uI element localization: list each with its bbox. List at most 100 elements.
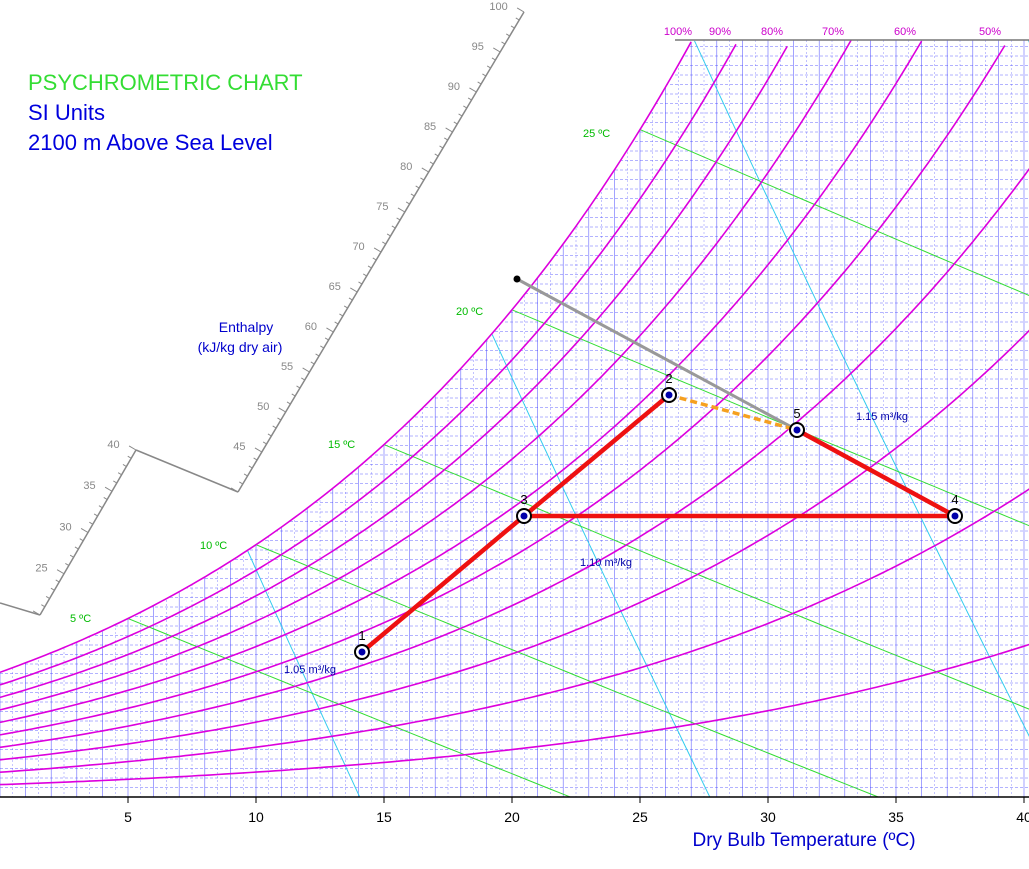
enthalpy-tick — [363, 273, 367, 277]
enthalpy-tick-label: 55 — [281, 361, 293, 373]
enthalpy-tick — [445, 127, 453, 133]
enthalpy-tick — [515, 17, 520, 21]
enthalpy-tick — [117, 472, 122, 476]
enthalpy-tick — [415, 185, 420, 189]
enthalpy-tick-label: 90 — [448, 81, 460, 93]
enthalpy-tick — [486, 65, 491, 69]
enthalpy-tick — [50, 587, 55, 591]
enthalpy-tick — [93, 513, 98, 517]
chart-title: PSYCHROMETRIC CHART — [28, 70, 303, 95]
process-line — [794, 427, 958, 519]
enthalpy-tick — [239, 481, 244, 485]
rh-curve — [0, 329, 1029, 761]
enthalpy-tick-label: 25 — [35, 563, 47, 575]
enthalpy-tick — [339, 313, 344, 317]
rh-curve — [0, 643, 1029, 786]
x-tick-label: 25 — [632, 809, 648, 825]
wet-bulb-label: 15 ºC — [328, 439, 355, 451]
rh-label: 100% — [664, 26, 692, 38]
enthalpy-tick — [439, 145, 444, 149]
enthalpy-tick — [458, 113, 463, 117]
x-tick-label: 5 — [124, 809, 132, 825]
enthalpy-tick — [320, 345, 325, 349]
enthalpy-tick — [278, 407, 286, 413]
enthalpy-tick — [254, 447, 263, 453]
enthalpy-tick-label: 70 — [352, 241, 364, 253]
mixing-line — [668, 393, 798, 432]
state-point-dot — [951, 512, 959, 520]
enthalpy-tick-label: 75 — [376, 201, 388, 213]
enthalpy-tick — [69, 554, 74, 558]
enthalpy-tick — [491, 57, 496, 61]
enthalpy-tick — [310, 361, 315, 365]
enthalpy-tick — [291, 393, 296, 397]
relative-humidity-curves — [0, 39, 1029, 786]
wet-bulb-line — [383, 444, 1029, 797]
enthalpy-tick — [248, 465, 253, 469]
rh-curve — [0, 41, 692, 674]
enthalpy-tick-label: 100 — [489, 1, 507, 13]
state-point-dot — [520, 512, 528, 520]
enthalpy-tick — [104, 486, 113, 492]
enthalpy-tick — [343, 305, 348, 309]
enthalpy-construction-line — [516, 277, 798, 432]
axes: 5 10 15 20 25 30 35 40 — [0, 39, 1029, 825]
wet-bulb-line — [127, 618, 692, 797]
enthalpy-tick — [45, 596, 50, 599]
process-line — [359, 513, 527, 655]
rh-label: 50% — [979, 26, 1001, 38]
enthalpy-tick — [98, 505, 103, 509]
state-point-label: 1 — [358, 628, 365, 643]
enthalpy-tick-label: 80 — [400, 161, 412, 173]
enthalpy-tick — [80, 528, 89, 533]
rh-curve — [0, 167, 1029, 749]
enthalpy-tick — [358, 281, 363, 285]
enthalpy-tick-label: 85 — [424, 121, 436, 133]
units-label: SI Units — [28, 100, 105, 125]
enthalpy-tick — [463, 105, 468, 109]
x-tick-label: 15 — [376, 809, 392, 825]
enthalpy-tick — [272, 425, 277, 429]
x-tick-label: 40 — [1016, 809, 1029, 825]
enthalpy-tick — [79, 538, 84, 542]
enthalpy-tick — [396, 217, 401, 221]
enthalpy-tick — [482, 73, 487, 77]
specific-volume-label: 1.10 m³/kg — [580, 557, 632, 569]
enthalpy-tick — [74, 546, 79, 550]
enthalpy-tick — [113, 480, 118, 484]
state-point-dot — [665, 391, 673, 399]
enthalpy-tick — [230, 487, 239, 493]
enthalpy-tick — [127, 455, 132, 459]
enthalpy-tick — [421, 167, 429, 173]
enthalpy-tick — [391, 225, 396, 229]
wet-bulb-label: 20 ºC — [456, 306, 483, 318]
enthalpy-tick — [405, 201, 410, 205]
enthalpy-tick — [103, 497, 108, 500]
rh-curve — [0, 40, 923, 724]
enthalpy-tick — [382, 241, 387, 245]
enthalpy-tick — [301, 377, 305, 381]
enthalpy-tick — [262, 441, 267, 445]
rh-label: 80% — [761, 26, 783, 38]
process-lines — [359, 275, 958, 655]
enthalpy-tick — [65, 563, 70, 566]
enthalpy-tick-label: 30 — [59, 522, 71, 534]
enthalpy-tick — [453, 121, 458, 125]
x-tick-label: 10 — [248, 809, 264, 825]
enthalpy-tick-label: 65 — [329, 281, 341, 293]
enthalpy-tick — [420, 177, 425, 181]
state-point-label: 2 — [665, 371, 672, 386]
state-point-label: 4 — [951, 492, 958, 507]
x-tick-label: 20 — [504, 809, 520, 825]
enthalpy-tick — [434, 153, 439, 157]
enthalpy-scale-line — [0, 602, 41, 616]
x-tick-label: 30 — [760, 809, 776, 825]
wet-bulb-label: 10 ºC — [200, 540, 227, 552]
wet-bulb-line — [255, 544, 999, 797]
state-points: 1 2 3 4 5 — [354, 371, 963, 660]
enthalpy-tick — [286, 401, 291, 405]
enthalpy-tick — [128, 445, 137, 451]
enthalpy-tick — [41, 604, 46, 608]
